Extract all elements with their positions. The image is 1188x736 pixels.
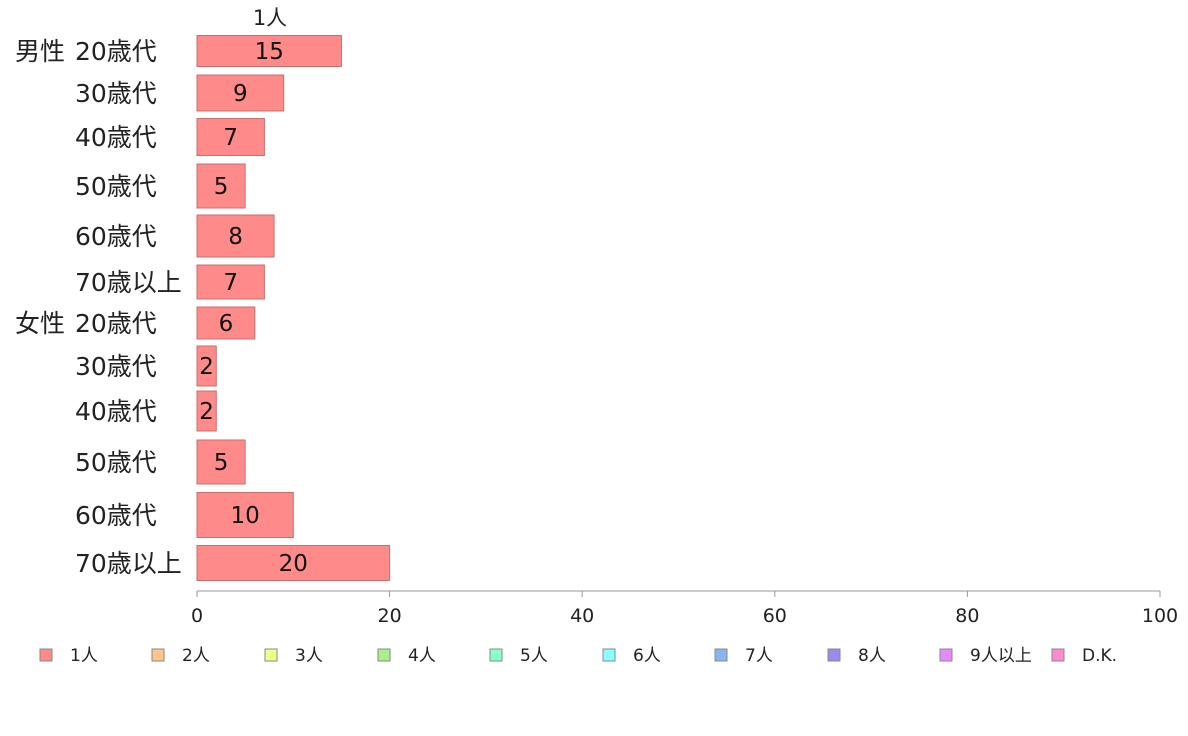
data-label: 2 [199,354,214,380]
legend-label: 4人 [408,646,436,666]
legend-label: 6人 [633,646,661,666]
x-tick-label: 100 [1142,605,1178,627]
bar [196,74,285,112]
legend-label: 1人 [70,646,98,666]
legend-label: 5人 [520,646,548,666]
data-label: 7 [223,270,238,296]
data-label: 7 [223,125,238,151]
x-tick-label: 20 [378,605,402,627]
legend: 1人 2人 3人 4人 5人 6人 7人 8人 9人以上 D.K. [39,646,1117,666]
group-label: 男性 [15,37,65,66]
bar [196,214,275,258]
legend-swatch [602,648,616,662]
legend-label: 8人 [858,646,886,666]
legend-swatch [1051,648,1065,662]
bar [196,390,217,432]
bar [196,545,391,581]
category-label: 20歳代 [75,309,157,338]
category-label: 50歳代 [75,448,157,477]
legend-swatch [939,648,953,662]
series-header: 1人 [253,6,287,30]
bar [196,439,246,485]
legend-swatch [714,648,728,662]
bar [196,163,246,209]
bar [196,35,342,67]
bar [196,264,265,300]
data-label: 5 [214,450,229,476]
category-label: 30歳代 [75,79,157,108]
legend-label: 2人 [182,646,210,666]
legend-swatch [827,648,841,662]
category-label: 70歳以上 [75,549,182,578]
data-label: 8 [228,224,243,250]
legend-label: 9人以上 [970,646,1032,666]
data-label: 9 [233,81,248,107]
category-label: 60歳代 [75,501,157,530]
x-tick-label: 80 [955,605,979,627]
legend-swatch [489,648,503,662]
group-label: 女性 [15,309,65,338]
category-label: 50歳代 [75,172,157,201]
data-label: 20 [279,551,308,577]
legend-swatch [151,648,165,662]
category-label: 20歳代 [75,37,157,66]
legend-label: 7人 [745,646,773,666]
legend-swatch [377,648,391,662]
data-label: 15 [255,39,284,65]
legend-label: 3人 [295,646,323,666]
category-label: 40歳代 [75,123,157,152]
bar [196,492,294,538]
data-label: 6 [219,311,234,337]
category-label: 70歳以上 [75,268,182,297]
data-label: 2 [199,399,214,425]
bar [196,345,217,387]
legend-label: D.K. [1082,646,1117,666]
data-label: 5 [214,174,229,200]
category-labels: 20歳代 30歳代 40歳代 50歳代 60歳代 70歳以上 20歳代 30歳代 40歳代 50歳… [75,37,182,578]
category-label: 30歳代 [75,352,157,381]
bar [196,118,265,156]
x-tick-label: 60 [763,605,787,627]
data-label: 10 [231,503,260,529]
x-axis-ticks: 0 20 40 60 80 100 [191,591,1178,627]
category-label: 40歳代 [75,397,157,426]
x-tick-label: 0 [191,605,203,627]
x-tick-label: 40 [570,605,594,627]
bars [196,35,391,581]
legend-swatch [264,648,278,662]
bar [196,306,256,340]
category-label: 60歳代 [75,222,157,251]
legend-swatch [39,648,53,662]
